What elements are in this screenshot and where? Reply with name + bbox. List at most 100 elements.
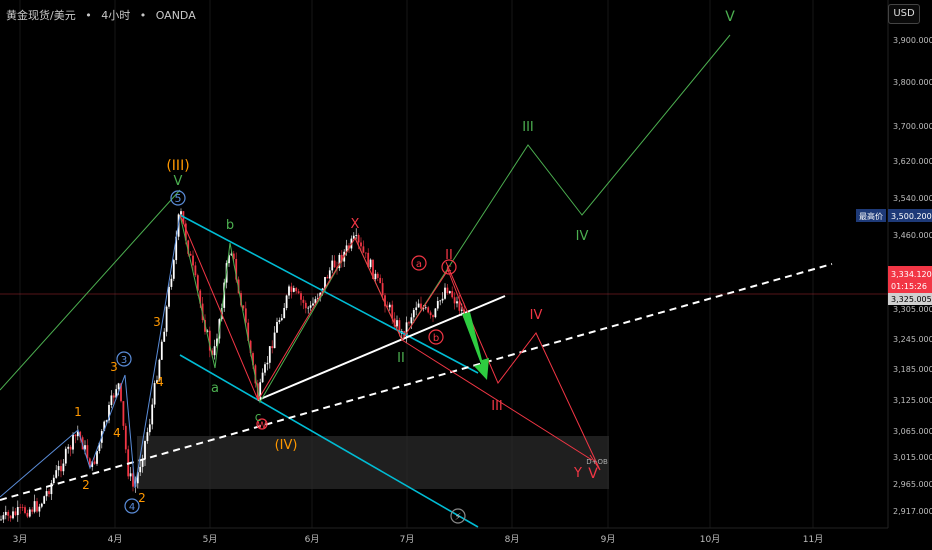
candle-body bbox=[312, 303, 314, 306]
price-tick: 3,125.000 bbox=[893, 396, 932, 405]
price-tick: 3,900.000 bbox=[893, 36, 932, 45]
red-projection-path-2[interactable] bbox=[401, 339, 593, 461]
candle-body bbox=[412, 310, 415, 318]
candle-body bbox=[76, 431, 79, 437]
candle-body bbox=[129, 473, 132, 477]
candle-body bbox=[338, 254, 341, 269]
candle-body bbox=[144, 441, 146, 460]
current-price-badge bbox=[888, 266, 932, 293]
circle-markers bbox=[116, 190, 466, 524]
price-tick: 3,305.000 bbox=[893, 305, 932, 314]
candle-body bbox=[230, 253, 233, 256]
current-price: 3,334.120 bbox=[891, 270, 932, 279]
candle-body bbox=[64, 448, 67, 464]
candle-body bbox=[328, 270, 331, 279]
candle-body bbox=[38, 506, 41, 512]
dashed-trendline[interactable] bbox=[0, 263, 833, 501]
candle-body bbox=[432, 315, 434, 318]
candle-body bbox=[374, 273, 377, 279]
price-tick: 2,965.000 bbox=[893, 480, 932, 489]
green-arrow-icon[interactable] bbox=[462, 312, 489, 380]
label-W-red: W bbox=[258, 421, 267, 431]
label-4-blue: 4 bbox=[129, 502, 135, 513]
blue-wave-path[interactable] bbox=[0, 214, 181, 498]
candle-body bbox=[355, 235, 358, 236]
candle-body bbox=[165, 306, 168, 332]
symbol-name: 黄金现货/美元 bbox=[6, 9, 76, 22]
candle-body bbox=[249, 340, 252, 354]
high-tag-badge bbox=[856, 209, 886, 222]
label-4b-orange: 4 bbox=[156, 375, 164, 389]
candle-body bbox=[439, 300, 442, 302]
high-tag-label: 最高价 bbox=[859, 211, 883, 221]
candle-body bbox=[357, 235, 360, 243]
candle-body bbox=[247, 322, 250, 341]
candle-body bbox=[362, 246, 365, 253]
white-trendline[interactable] bbox=[257, 295, 506, 401]
symbol-legend[interactable]: 黄金现货/美元 • 4小时 • OANDA bbox=[6, 7, 202, 23]
candle-body bbox=[91, 461, 94, 467]
candle-body bbox=[398, 320, 401, 334]
candle-body bbox=[16, 507, 19, 516]
candle-body bbox=[436, 300, 439, 309]
candle-body bbox=[163, 331, 166, 342]
candle-body bbox=[60, 466, 62, 472]
candle-body bbox=[441, 298, 444, 301]
label-2-orange-b: 2 bbox=[138, 491, 146, 505]
label-2-orange: 2 bbox=[82, 478, 90, 492]
candle-body bbox=[96, 450, 98, 464]
candle-body bbox=[153, 383, 156, 405]
candle-body bbox=[86, 445, 89, 459]
candle-body bbox=[110, 395, 113, 405]
label-dob: D+OB bbox=[586, 458, 608, 466]
candle-body bbox=[105, 420, 108, 422]
candle-body bbox=[172, 260, 175, 279]
candle-body bbox=[50, 483, 53, 495]
candle-body bbox=[98, 442, 101, 451]
candle-body bbox=[386, 306, 389, 308]
price-tick: 3,700.000 bbox=[893, 122, 932, 131]
candle-body bbox=[266, 362, 269, 365]
candle-body bbox=[453, 297, 456, 304]
price-tick: 2,917.000 bbox=[893, 507, 932, 516]
label-3-orange: 3 bbox=[110, 360, 118, 374]
candle-body bbox=[369, 259, 372, 268]
red-projection-path[interactable] bbox=[445, 261, 601, 471]
candle-body bbox=[88, 458, 91, 467]
label-V-red: V bbox=[588, 466, 598, 482]
price-tick: 3,460.000 bbox=[893, 231, 932, 240]
candle-body bbox=[280, 318, 283, 321]
candle-body bbox=[314, 299, 317, 304]
label-III-red: III bbox=[491, 399, 503, 414]
candle-body bbox=[278, 320, 281, 323]
label-II-green: II bbox=[397, 351, 405, 366]
candle-body bbox=[52, 477, 55, 484]
candle-body bbox=[26, 513, 29, 517]
demand-zone-box[interactable] bbox=[137, 436, 609, 489]
candle-body bbox=[261, 372, 264, 383]
candle-body bbox=[189, 253, 192, 256]
green-wave-path[interactable] bbox=[0, 189, 181, 391]
candle-body bbox=[276, 322, 278, 333]
candle-body bbox=[393, 318, 396, 327]
candle-body bbox=[242, 305, 245, 309]
candle-body bbox=[292, 288, 295, 292]
candle-body bbox=[288, 286, 290, 296]
month-tick: 11月 bbox=[803, 534, 823, 545]
cyan-channel[interactable] bbox=[179, 214, 479, 528]
month-tick: 4月 bbox=[108, 534, 123, 545]
candle-body bbox=[429, 312, 432, 316]
candle-body bbox=[254, 365, 257, 384]
candle-body bbox=[57, 466, 60, 471]
time-axis[interactable] bbox=[0, 528, 932, 550]
green-projection-path[interactable] bbox=[179, 34, 731, 404]
red-wave-path[interactable] bbox=[179, 214, 469, 402]
candle-body bbox=[324, 276, 326, 289]
candle-body bbox=[235, 258, 238, 280]
interval: 4小时 bbox=[101, 9, 131, 22]
lightning-icon[interactable]: ⚡ bbox=[454, 512, 461, 523]
candle-body bbox=[232, 253, 235, 259]
candle-body bbox=[132, 473, 134, 487]
currency-button[interactable]: USD bbox=[888, 4, 920, 24]
